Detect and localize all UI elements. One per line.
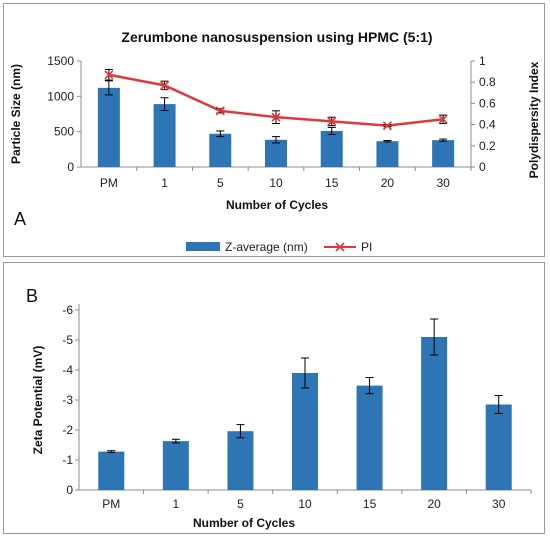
bar (432, 140, 455, 167)
y-tick-label: -4 (62, 363, 73, 377)
x-tick-label: 15 (363, 497, 377, 511)
bar (209, 133, 232, 167)
bar (320, 130, 343, 167)
y2-tick-label: 0 (479, 160, 486, 174)
pi-point-marker (438, 114, 448, 124)
panel-label: A (14, 209, 26, 229)
x-tick-label: 5 (237, 497, 244, 511)
chart-panel-b: B 0 -1 -2 -3 -4 -5 -6 PM 1 5 10 15 20 30 Number of Cycl… (3, 262, 545, 534)
y2-tick-label: 1 (479, 54, 486, 68)
x-tick-label: 1 (173, 497, 180, 511)
pi-point-marker (271, 112, 281, 122)
y-tick-label: 1500 (47, 54, 74, 68)
y2-tick-label: 0.2 (479, 139, 496, 153)
bar (356, 385, 383, 490)
bar (227, 431, 254, 490)
y-tick-label: 1000 (47, 89, 74, 103)
legend-bar-label: Z-average (nm) (225, 240, 308, 254)
y2-tick-label: 0.4 (479, 118, 496, 132)
bar (98, 451, 125, 490)
y-tick-label: 500 (54, 125, 74, 139)
legend-line-marker (335, 242, 345, 252)
x-axis-title: Number of Cycles (226, 198, 328, 212)
x-tick-label: 5 (217, 176, 224, 190)
bar (162, 441, 189, 490)
y-tick-label: -5 (62, 333, 73, 347)
chart-panel-a: Zerumbone nanosuspension using HPMC (5:1… (3, 3, 545, 257)
chart-a-svg: Zerumbone nanosuspension using HPMC (5:1… (9, 29, 541, 254)
y-axis-title: Zeta Potential (mV) (31, 346, 45, 455)
bar (97, 87, 120, 167)
panel-label: B (26, 286, 38, 306)
bar (485, 404, 512, 490)
bar (265, 139, 287, 167)
y2-axis-title: Polydispersity Index (527, 61, 541, 178)
x-tick-label: 15 (325, 176, 339, 190)
x-tick-label: PM (102, 497, 120, 511)
x-tick-label: 10 (298, 497, 312, 511)
x-tick-label: 20 (381, 176, 395, 190)
x-tick-label: PM (100, 176, 118, 190)
x-tick-label: 30 (436, 176, 450, 190)
pi-point-marker (160, 80, 170, 90)
x-tick-label: 30 (492, 497, 506, 511)
bar (421, 337, 448, 490)
y-tick-label: -6 (62, 303, 73, 317)
pi-point-marker (215, 106, 225, 116)
pi-point-marker (104, 70, 114, 80)
x-tick-label: 20 (427, 497, 441, 511)
x-tick-label: 1 (161, 176, 168, 190)
y2-tick-label: 0.8 (479, 75, 496, 89)
legend-bar-swatch (186, 242, 220, 251)
y-tick-label: -3 (62, 393, 73, 407)
y-tick-label: -1 (62, 453, 73, 467)
bar (376, 141, 399, 167)
bar (292, 373, 318, 490)
pi-point-marker (382, 121, 392, 131)
x-axis-title: Number of Cycles (193, 516, 295, 530)
legend-line-label: PI (361, 240, 372, 254)
bar (153, 104, 176, 167)
y-tick-label: 0 (67, 160, 74, 174)
y-axis-title: Particle Size (nm) (9, 64, 23, 164)
x-tick-label: 10 (269, 176, 283, 190)
y-tick-label: -2 (62, 423, 73, 437)
chart-title: Zerumbone nanosuspension using HPMC (5:1… (121, 29, 432, 45)
pi-point-marker (327, 116, 337, 126)
y2-tick-label: 0.6 (479, 96, 496, 110)
y-tick-label: 0 (66, 483, 73, 497)
